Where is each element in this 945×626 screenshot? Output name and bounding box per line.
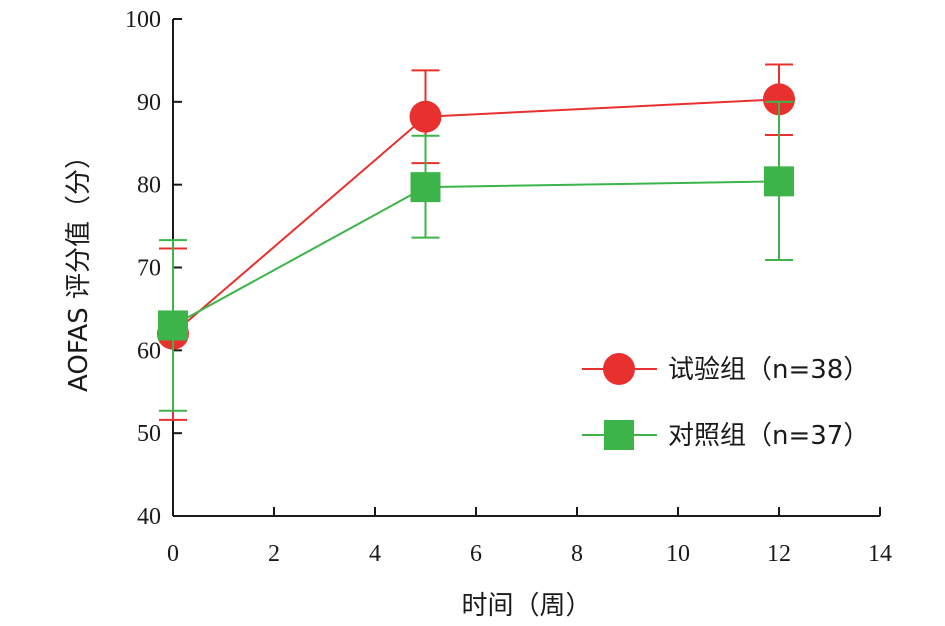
- legend-item: 试验组（n=38）: [582, 353, 869, 385]
- x-ticks: 0 2 4 6 8 10 12 14: [167, 507, 892, 567]
- legend-label: 试验组（n=38）: [668, 355, 869, 385]
- x-tick-label: 6: [470, 541, 482, 567]
- plot-area: [157, 63, 795, 421]
- y-tick-label: 80: [137, 173, 161, 199]
- series-line: [172, 180, 780, 327]
- legend-marker: [604, 420, 634, 450]
- data-point: [409, 100, 442, 133]
- x-tick-label: 2: [268, 541, 280, 567]
- y-tick-label: 40: [137, 504, 161, 530]
- x-tick-label: 4: [369, 541, 381, 567]
- data-point: [410, 172, 441, 203]
- y-axis-title: AOFAS 评分值（分）: [64, 143, 94, 392]
- legend-marker: [603, 353, 635, 385]
- y-tick-label: 90: [137, 90, 161, 116]
- x-tick-label: 14: [868, 541, 892, 567]
- legend: 试验组（n=38） 对照组（n=37）: [582, 353, 869, 451]
- y-tick-label: 60: [137, 338, 161, 364]
- x-tick-label: 10: [666, 541, 690, 567]
- x-axis-title: 时间（周）: [461, 591, 591, 621]
- data-point: [764, 166, 794, 197]
- legend-label: 对照组（n=37）: [668, 421, 869, 451]
- series-line: [172, 98, 780, 335]
- legend-item: 对照组（n=37）: [582, 420, 869, 451]
- x-tick-label: 12: [767, 541, 791, 567]
- x-tick-label: 8: [571, 541, 583, 567]
- y-ticks: 40 50 60 70 80 90 100: [125, 7, 182, 530]
- axes: 40 50 60 70 80 90 100 0 2 4 6 8 10 12 14: [125, 7, 892, 567]
- data-point: [158, 310, 188, 341]
- x-tick-label: 0: [167, 541, 179, 567]
- y-tick-label: 70: [137, 256, 161, 282]
- data-point: [763, 83, 795, 116]
- series-2: [158, 100, 794, 412]
- y-tick-label: 50: [137, 421, 161, 447]
- y-tick-label: 100: [125, 7, 161, 33]
